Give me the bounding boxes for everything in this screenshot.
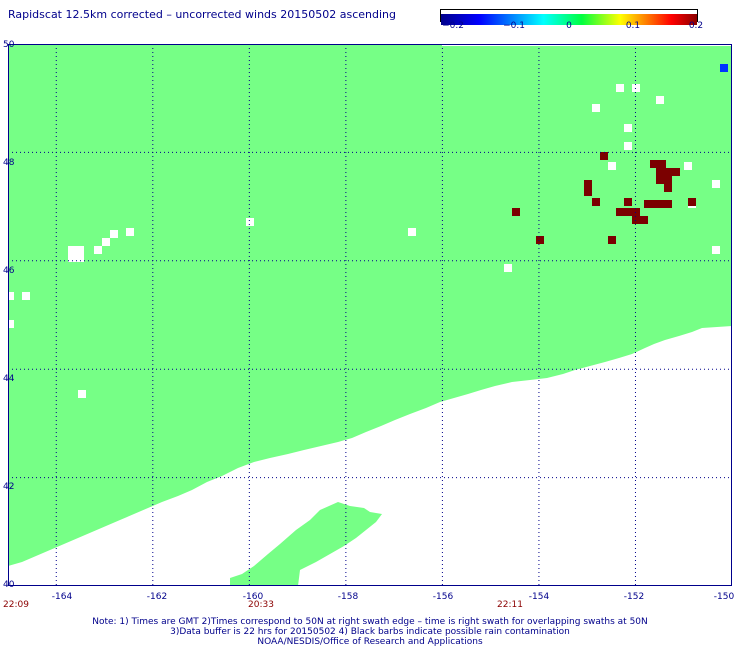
lon-label: -164: [51, 592, 73, 602]
plot-frame: [8, 44, 732, 586]
map-plot: [8, 44, 732, 586]
footnote-line-2: 3)Data buffer is 22 hrs for 20150502 4) …: [170, 627, 570, 637]
graticule: [8, 44, 732, 586]
chart-title: Rapidscat 12.5km corrected – uncorrected…: [8, 8, 397, 21]
footnote-line-3: NOAA/NESDIS/Office of Research and Appli…: [257, 637, 483, 647]
wind-difference-swath-fragment: [230, 502, 382, 586]
lon-label: -158: [337, 592, 359, 602]
lon-label: -154: [528, 592, 550, 602]
colorbar-tick-label: −0.2: [442, 21, 464, 31]
lon-label: -156: [432, 592, 454, 602]
colorbar-tick-label: −0.1: [503, 21, 525, 31]
lat-label: 46: [3, 266, 15, 276]
colorbar-tick-label: 0.2: [688, 21, 704, 31]
time-label-left: 22:09: [3, 600, 29, 610]
lon-label: -150: [713, 592, 735, 602]
lat-label: 42: [3, 482, 15, 492]
colorbar-gradient: [441, 14, 697, 25]
time-label-middle: 20:33: [248, 600, 274, 610]
footnote-line-1: Note: 1) Times are GMT 2)Times correspon…: [92, 617, 648, 627]
negative-difference-cell: [720, 64, 728, 72]
colorbar-tick-label: 0.1: [625, 21, 641, 31]
lat-label: 44: [3, 374, 15, 384]
wind-difference-swath: [8, 44, 732, 566]
colorbar: [440, 9, 698, 25]
lon-label: -160: [242, 592, 264, 602]
lat-label: 48: [3, 158, 15, 168]
strong-positive-difference-cells: [512, 152, 696, 244]
lon-label: -162: [146, 592, 168, 602]
time-label-right: 22:11: [497, 600, 523, 610]
lat-label: 50: [3, 40, 15, 50]
lon-label: -152: [623, 592, 645, 602]
missing-data-cells: [8, 84, 720, 398]
lat-label: 40: [3, 580, 15, 590]
colorbar-tick-label: 0: [566, 21, 572, 31]
